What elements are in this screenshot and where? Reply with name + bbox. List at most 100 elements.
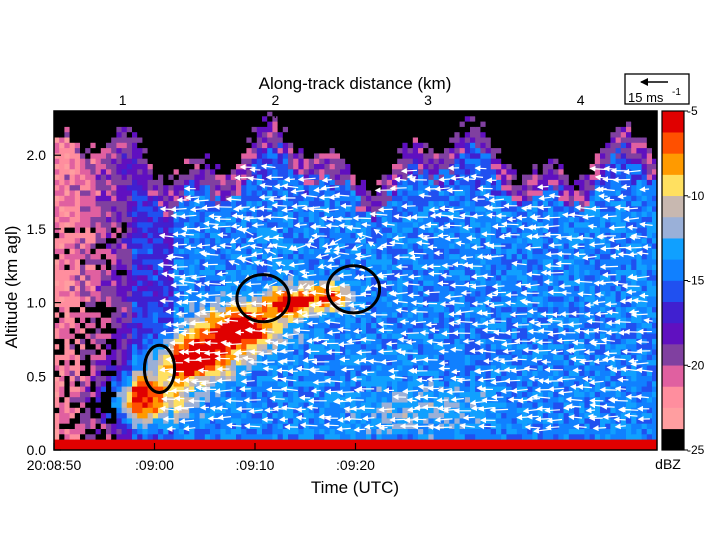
reflectivity-cell [262,169,268,175]
reflectivity-cell [142,391,148,398]
reflectivity-cell [225,402,232,409]
reflectivity-cell [85,248,91,255]
reflectivity-cell [371,285,377,292]
reflectivity-cell [163,190,169,197]
reflectivity-cell [116,434,122,440]
reflectivity-cell [397,365,403,372]
reflectivity-cell [64,317,70,324]
reflectivity-cell [215,323,221,329]
reflectivity-cell [251,434,258,440]
reflectivity-cell [371,439,377,446]
reflectivity-cell [329,232,336,239]
reflectivity-cell [454,137,460,144]
reflectivity-cell [308,142,315,149]
reflectivity-cell [111,116,117,122]
reflectivity-cell [303,333,310,340]
reflectivity-cell [210,333,216,340]
reflectivity-cell [444,291,450,297]
reflectivity-cell [314,126,320,133]
reflectivity-cell [433,259,440,266]
reflectivity-cell [168,121,174,128]
reflectivity-cell [454,211,460,218]
reflectivity-cell [69,285,76,292]
reflectivity-cell [314,402,320,409]
reflectivity-cell [256,354,263,361]
reflectivity-cell [69,137,76,144]
reflectivity-cell [74,323,81,329]
reflectivity-cell [397,280,403,287]
reflectivity-cell [184,248,190,255]
reflectivity-cell [69,291,76,297]
reflectivity-cell [173,354,180,361]
reflectivity-cell [319,407,325,414]
reflectivity-cell [158,195,164,202]
reflectivity-cell [152,264,159,271]
reflectivity-cell [132,248,138,255]
reflectivity-cell [288,211,294,218]
reflectivity-cell [100,116,107,122]
reflectivity-cell [376,153,382,160]
reflectivity-cell [397,397,403,403]
reflectivity-cell [100,344,107,350]
reflectivity-cell [215,307,221,313]
reflectivity-cell [407,169,414,175]
reflectivity-cell [267,259,273,266]
reflectivity-cell [116,439,122,446]
reflectivity-cell [371,338,377,345]
reflectivity-cell [397,259,403,266]
reflectivity-cell [360,179,367,186]
reflectivity-cell [121,391,128,398]
reflectivity-cell [189,280,195,287]
reflectivity-cell [386,111,393,117]
reflectivity-cell [225,444,232,450]
reflectivity-cell [132,338,138,345]
reflectivity-cell [111,248,117,255]
reflectivity-cell [392,137,398,144]
reflectivity-cell [147,444,154,450]
reflectivity-cell [329,365,336,372]
reflectivity-cell [438,370,445,377]
reflectivity-cell [423,206,429,213]
reflectivity-cell [126,121,133,128]
reflectivity-cell [147,365,154,372]
reflectivity-cell [64,354,70,361]
reflectivity-cell [355,132,362,138]
reflectivity-cell [59,164,65,170]
reflectivity-cell [454,153,460,160]
reflectivity-cell [137,121,143,128]
reflectivity-cell [251,386,258,393]
reflectivity-cell [381,158,388,165]
reflectivity-cell [308,153,315,160]
reflectivity-cell [184,397,190,403]
reflectivity-cell [204,201,211,207]
reflectivity-cell [189,439,195,446]
reflectivity-cell [236,158,242,165]
reflectivity-cell [423,333,429,340]
reflectivity-cell [392,444,398,450]
reflectivity-cell [412,386,419,393]
reflectivity-cell [449,354,455,361]
reflectivity-cell [293,195,299,202]
reflectivity-cell [350,444,356,450]
reflectivity-cell [449,142,455,149]
reflectivity-cell [340,402,346,409]
reflectivity-cell [371,344,377,350]
reflectivity-cell [204,116,211,122]
reflectivity-cell [288,344,294,350]
reflectivity-cell [381,328,388,334]
reflectivity-cell [308,132,315,138]
reflectivity-cell [334,365,341,372]
reflectivity-cell [106,296,112,303]
reflectivity-cell [137,376,143,382]
reflectivity-cell [116,222,122,228]
reflectivity-cell [449,275,455,281]
reflectivity-cell [428,391,434,398]
reflectivity-cell [350,195,356,202]
reflectivity-cell [95,338,102,345]
reflectivity-cell [106,164,112,170]
reflectivity-cell [137,254,143,260]
reflectivity-cell [308,158,315,165]
reflectivity-cell [194,201,200,207]
reflectivity-cell [256,439,263,446]
